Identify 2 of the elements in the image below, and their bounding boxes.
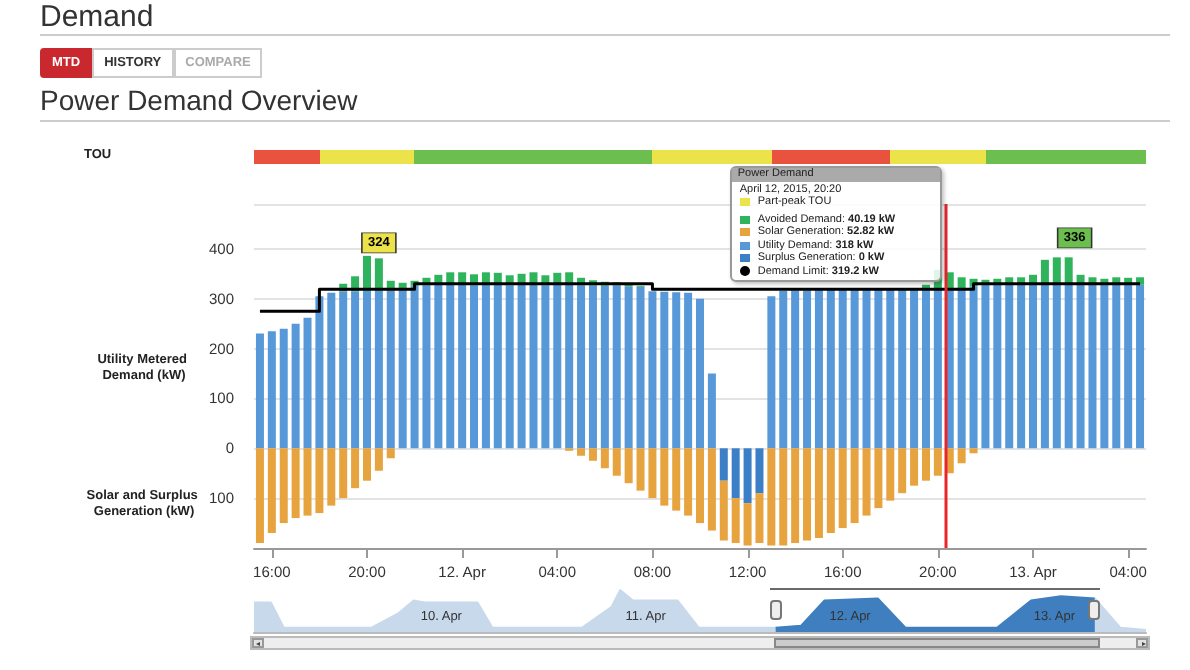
text: Demand [40,0,1170,36]
chart-title: Power Demand Overview [40,82,1170,122]
